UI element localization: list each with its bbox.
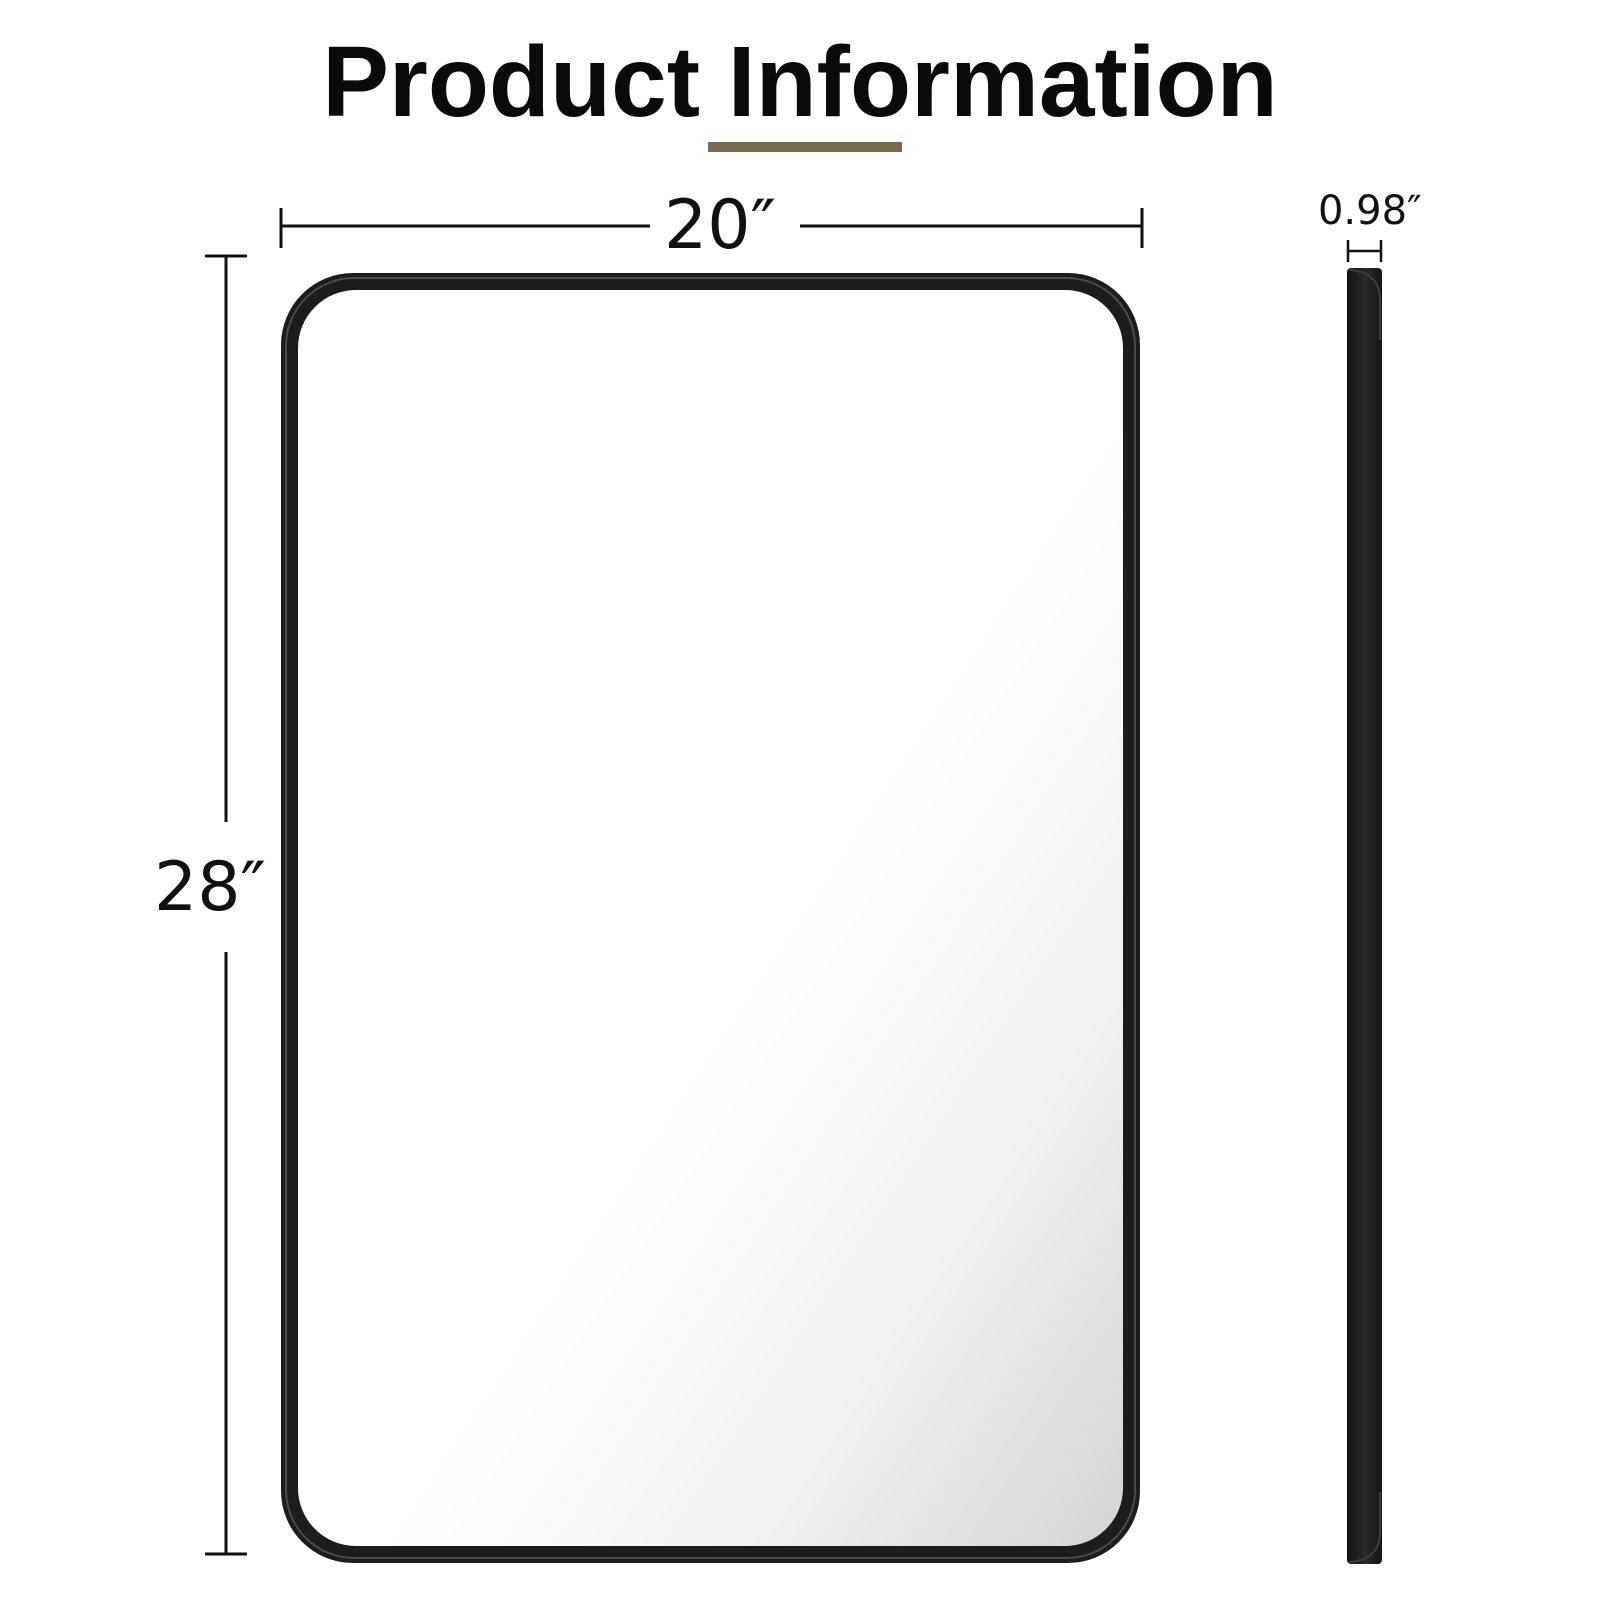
side-frame (1347, 268, 1382, 1564)
height-label: 28″ (154, 848, 266, 927)
mirror-frame-highlight (285, 277, 1136, 1559)
width-label: 20″ (664, 186, 776, 265)
depth-label: 0.98″ (1317, 188, 1422, 234)
mirror-glass (298, 290, 1123, 1546)
width-dimension (279, 208, 1144, 248)
mirror-front-view (281, 273, 1140, 1563)
side-bottom-curve (1348, 1492, 1381, 1563)
depth-dimension (1346, 240, 1383, 262)
title-underline (708, 142, 902, 152)
page-title: Product Information (322, 26, 1278, 138)
title-underline-bar (708, 142, 902, 152)
height-dimension (205, 254, 247, 1556)
mirror-side-view (1347, 268, 1382, 1564)
side-top-curve (1348, 269, 1381, 340)
